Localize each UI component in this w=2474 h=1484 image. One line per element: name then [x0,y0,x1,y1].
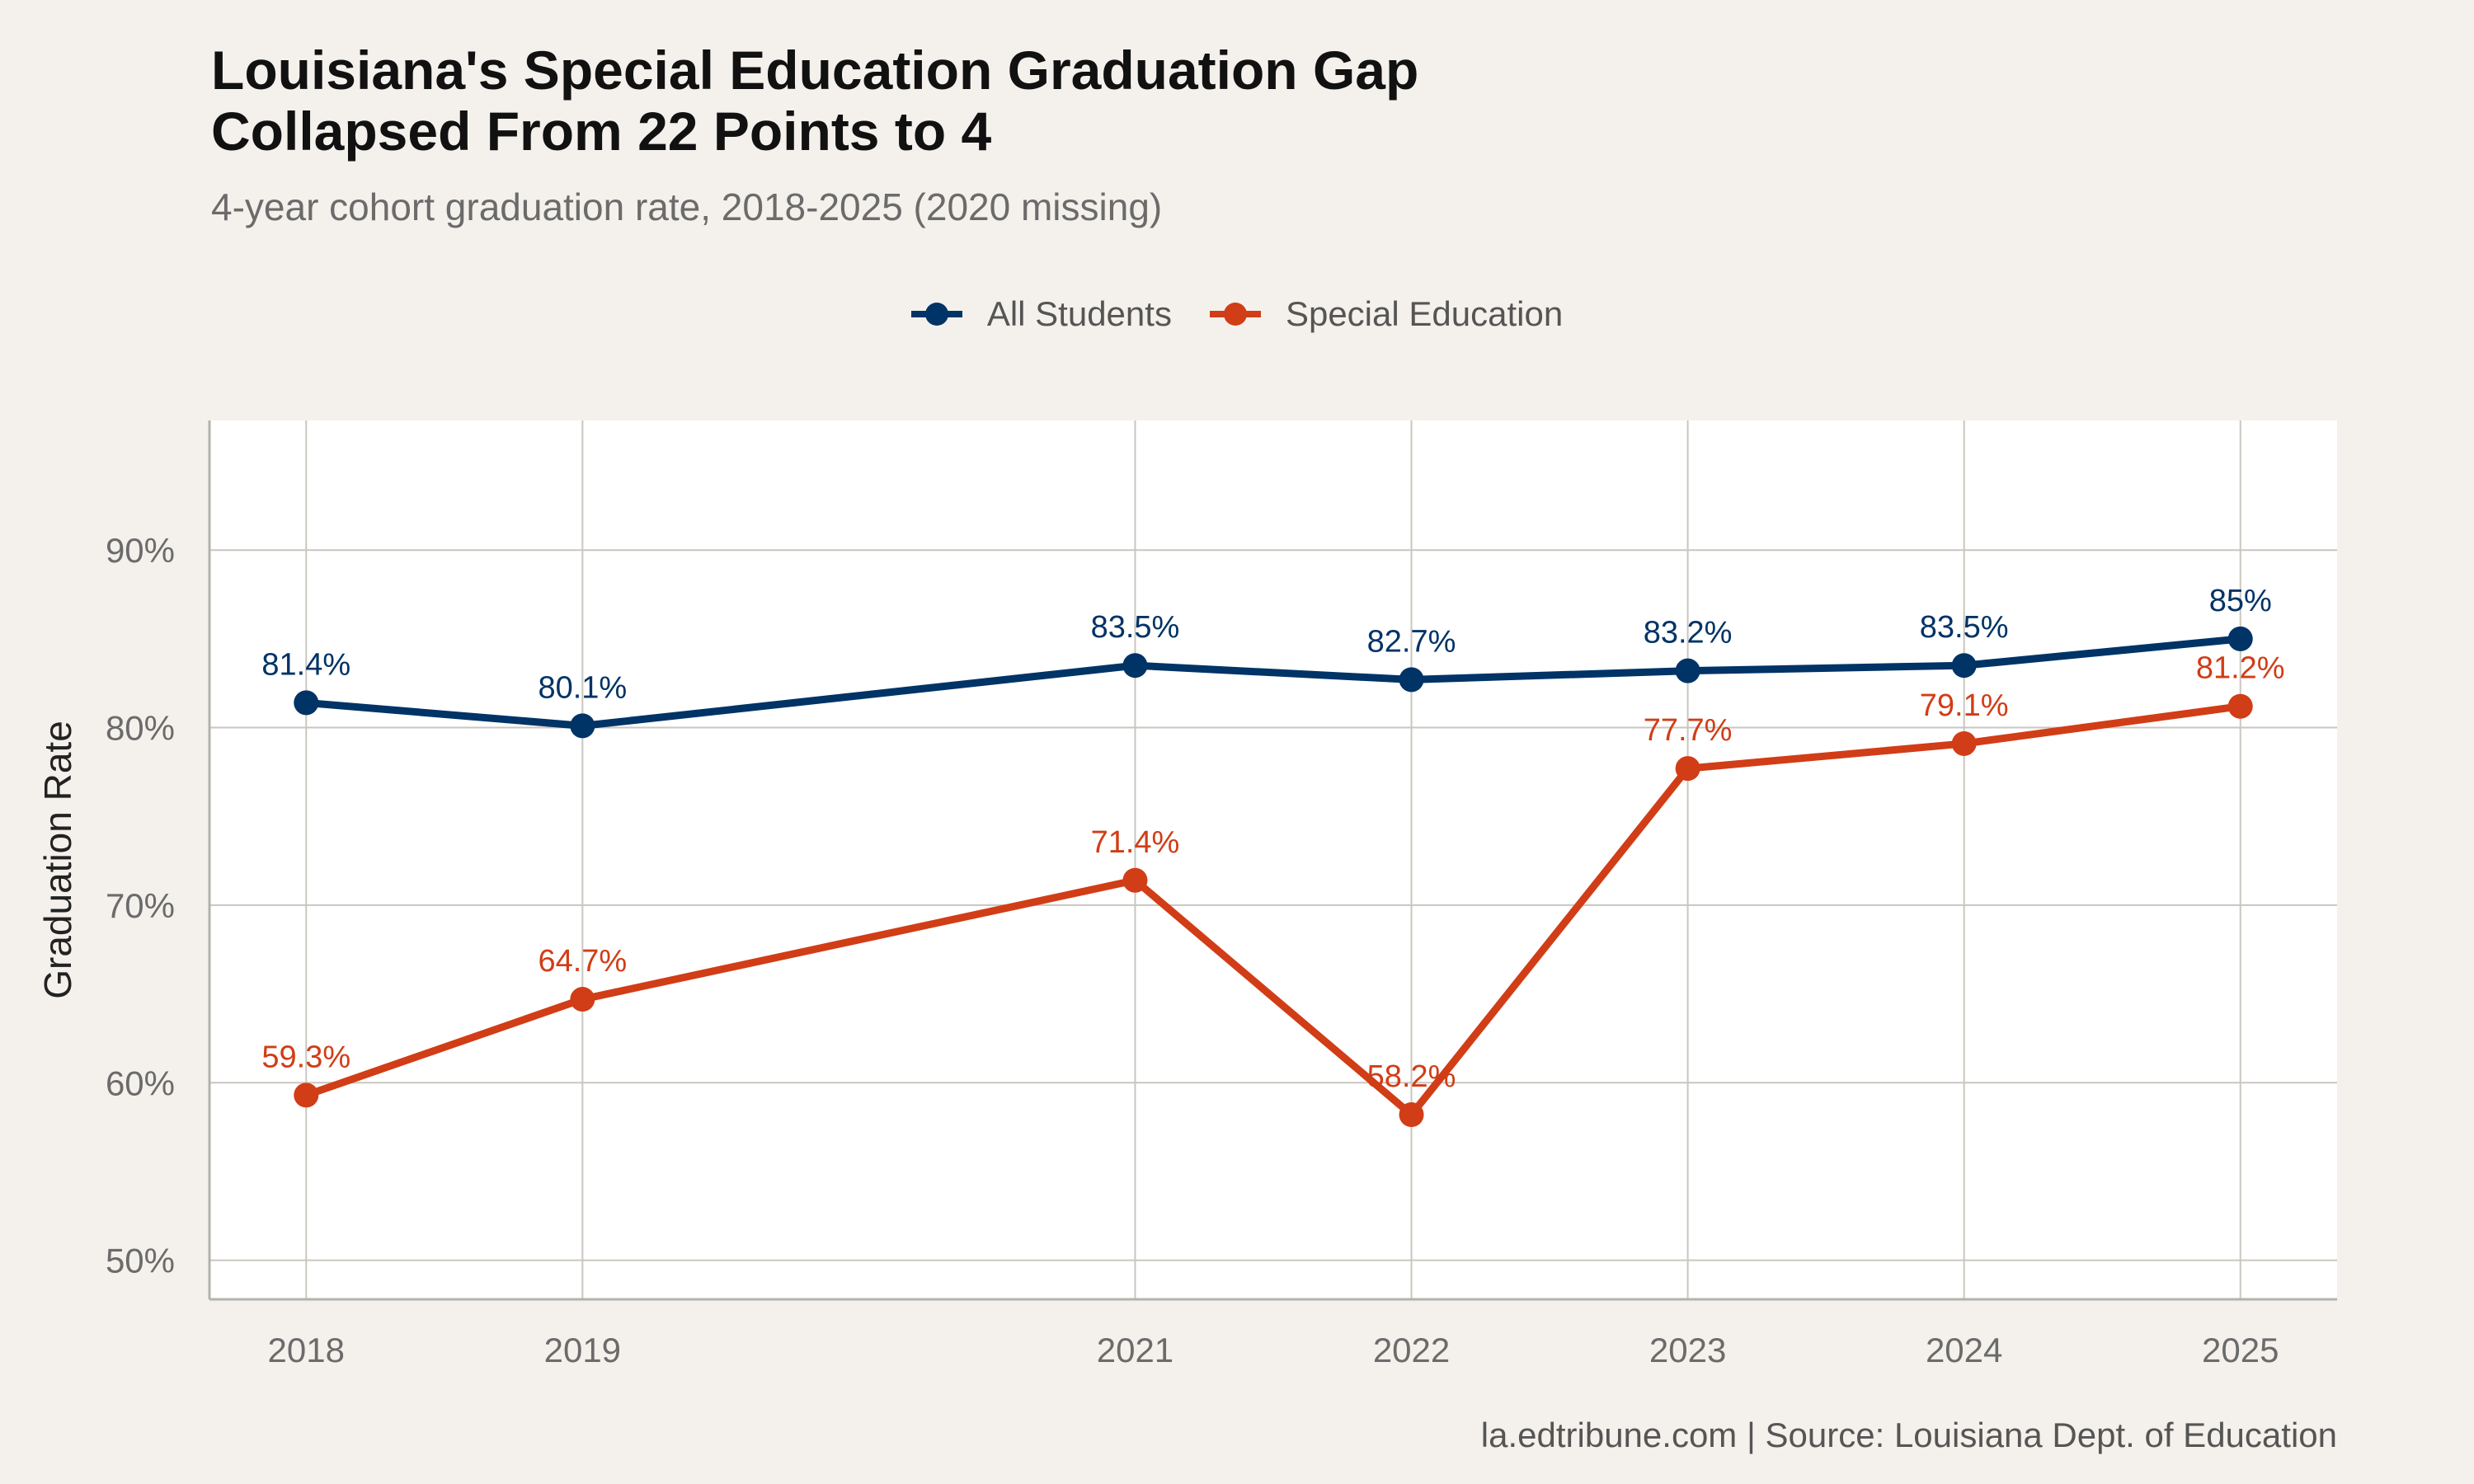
chart-caption: la.edtribune.com | Source: Louisiana Dep… [1480,1416,2337,1454]
data-label-special-education: 64.7% [538,944,627,979]
y-tick-label: 90% [106,531,175,570]
y-tick-label: 80% [106,709,175,748]
data-point-all-students [294,690,319,716]
data-point-special-education [294,1082,319,1108]
x-tick-label: 2022 [1373,1331,1450,1369]
data-label-all-students: 83.2% [1644,616,1733,650]
data-point-special-education [1951,730,1977,756]
data-point-special-education [570,987,595,1012]
data-point-all-students [1675,658,1700,683]
legend-item-all-students: All Students [910,294,1172,334]
y-tick-label: 50% [106,1242,175,1280]
data-point-all-students [1951,653,1977,679]
data-point-all-students [1399,667,1424,693]
chart-title-line-1: Louisiana's Special Education Graduation… [211,40,1419,101]
legend-label-special-education: Special Education [1285,294,1564,333]
data-label-special-education: 58.2% [1367,1059,1456,1094]
data-point-all-students [1122,653,1148,679]
y-tick-label: 60% [106,1064,175,1102]
data-point-special-education [1675,756,1700,782]
y-tick-label: 70% [106,886,175,925]
plot-panel [209,420,2337,1299]
data-point-special-education [1399,1102,1424,1128]
chart-subtitle: 4-year cohort graduation rate, 2018-2025… [211,186,1163,228]
legend-item-special-education: Special Education [1209,294,1564,334]
data-label-all-students: 80.1% [538,670,627,705]
x-tick-label: 2021 [1097,1331,1174,1369]
data-label-special-education: 77.7% [1644,713,1733,748]
x-tick-label: 2025 [2202,1331,2279,1369]
data-label-special-education: 81.2% [2196,651,2285,686]
data-label-all-students: 83.5% [1091,610,1180,645]
data-label-special-education: 71.4% [1091,825,1180,860]
chart-title-line-2: Collapsed From 22 Points to 4 [211,101,992,162]
data-label-all-students: 82.7% [1367,624,1456,659]
x-tick-label: 2019 [544,1331,621,1369]
data-label-all-students: 81.4% [261,647,350,682]
x-tick-label: 2018 [268,1331,345,1369]
x-tick-label: 2024 [1926,1331,2002,1369]
x-tick-label: 2023 [1649,1331,1726,1369]
legend-label-all-students: All Students [986,294,1172,333]
legend-key-all-students [910,298,962,331]
data-point-all-students [2227,626,2253,651]
legend-key-special-education [1209,298,1261,331]
data-point-all-students [570,713,595,739]
chart-legend: All Students Special Education [0,294,2474,334]
y-axis-title: Graduation Rate [36,721,79,999]
data-label-all-students: 83.5% [1920,610,2009,645]
data-label-special-education: 59.3% [261,1040,350,1074]
data-label-special-education: 79.1% [1920,688,2009,723]
data-point-special-education [1122,867,1148,893]
data-point-special-education [2227,693,2253,719]
data-label-all-students: 85% [2209,584,2272,618]
chart-title: Louisiana's Special Education Graduation… [211,40,1418,162]
